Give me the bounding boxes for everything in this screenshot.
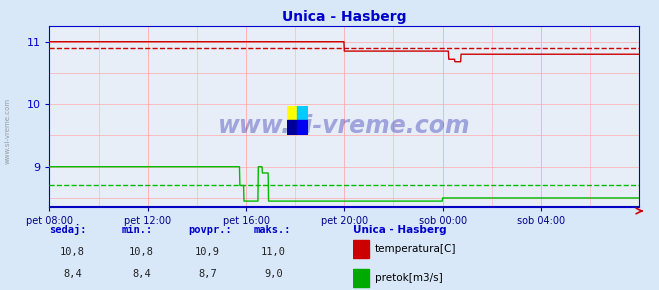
Text: 8,4: 8,4 [63, 269, 82, 279]
Bar [297, 120, 308, 135]
Bar [353, 269, 369, 287]
Title: Unica - Hasberg: Unica - Hasberg [282, 10, 407, 23]
Text: 8,4: 8,4 [132, 269, 151, 279]
Text: 10,8: 10,8 [129, 247, 154, 257]
Text: 8,7: 8,7 [198, 269, 217, 279]
Text: 9,0: 9,0 [264, 269, 283, 279]
Bar [287, 106, 297, 120]
Bar [287, 120, 297, 135]
Text: pretok[m3/s]: pretok[m3/s] [375, 273, 443, 283]
Text: Unica - Hasberg: Unica - Hasberg [353, 225, 446, 235]
Text: temperatura[C]: temperatura[C] [375, 244, 456, 254]
Bar [353, 240, 369, 258]
Text: sedaj:: sedaj: [49, 224, 87, 235]
Text: 10,8: 10,8 [60, 247, 85, 257]
Text: 11,0: 11,0 [261, 247, 286, 257]
Text: www.si-vreme.com: www.si-vreme.com [5, 97, 11, 164]
Text: maks.:: maks.: [254, 225, 291, 235]
Bar [297, 106, 308, 120]
Text: 10,9: 10,9 [195, 247, 220, 257]
Text: povpr.:: povpr.: [188, 225, 231, 235]
Text: www.si-vreme.com: www.si-vreme.com [218, 114, 471, 138]
Text: min.:: min.: [122, 225, 153, 235]
